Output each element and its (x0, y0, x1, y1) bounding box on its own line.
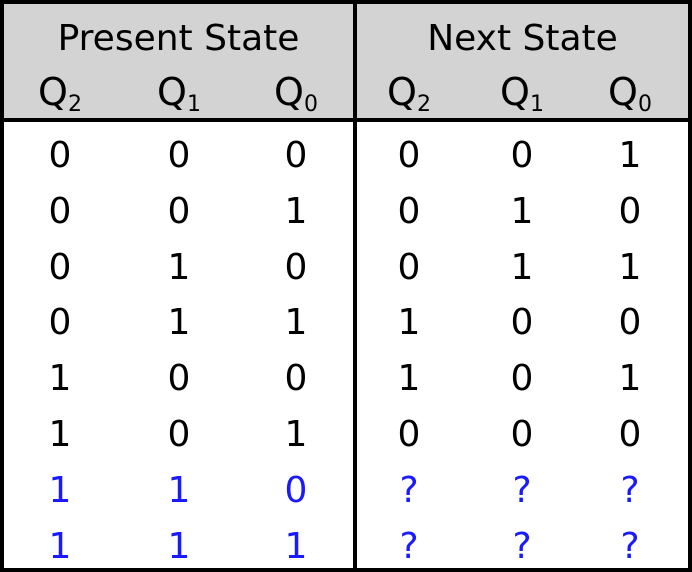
column-header-letter: Q (387, 70, 417, 114)
table-cell-present-q1: 0 (167, 358, 191, 399)
table-cell-next-q2: 0 (397, 135, 421, 176)
column-header-present-q1: Q1 (139, 70, 219, 117)
table-cell-next-q0: ? (620, 526, 640, 567)
table-cell-present-q2: 1 (48, 526, 72, 567)
table-cell-present-q1: 1 (167, 526, 191, 567)
column-header-letter: Q (608, 70, 638, 114)
table-cell-present-q1: 0 (167, 135, 191, 176)
column-header-letter: Q (38, 70, 68, 114)
column-header-letter: Q (274, 70, 304, 114)
table-cell-present-q0: 1 (284, 414, 308, 455)
table-cell-next-q0: 0 (618, 414, 642, 455)
table-cell-next-q1: 1 (510, 247, 534, 288)
table-cell-next-q1: ? (512, 470, 532, 511)
table-cell-present-q0: 1 (284, 526, 308, 567)
table-cell-present-q0: 1 (284, 302, 308, 343)
table-cell-present-q2: 0 (48, 191, 72, 232)
table-cell-present-q1: 1 (167, 302, 191, 343)
table-cell-present-q2: 1 (48, 358, 72, 399)
present-state-title: Present State (57, 18, 300, 59)
next-state-title: Next State (427, 18, 618, 59)
table-cell-next-q0: 1 (618, 358, 642, 399)
table-cell-next-q0: 1 (618, 135, 642, 176)
table-cell-present-q2: 0 (48, 247, 72, 288)
column-header-subscript: 1 (186, 92, 201, 117)
table-cell-present-q2: 0 (48, 302, 72, 343)
header-background (4, 4, 688, 118)
table-cell-next-q1: 0 (510, 135, 534, 176)
table-cell-present-q0: 0 (284, 135, 308, 176)
table-cell-present-q0: 0 (284, 470, 308, 511)
table-cell-next-q1: 0 (510, 414, 534, 455)
table-cell-next-q1: 1 (510, 191, 534, 232)
column-header-subscript: 1 (529, 92, 544, 117)
column-header-subscript: 2 (67, 92, 82, 117)
table-cell-next-q0: ? (620, 470, 640, 511)
table-cell-present-q0: 0 (284, 358, 308, 399)
table-cell-present-q1: 0 (167, 191, 191, 232)
table-cell-next-q2: 0 (397, 191, 421, 232)
table-cell-next-q2: 1 (397, 302, 421, 343)
table-cell-next-q1: ? (512, 526, 532, 567)
table-cell-present-q2: 1 (48, 470, 72, 511)
table-cell-next-q2: ? (399, 470, 419, 511)
table-cell-present-q0: 0 (284, 247, 308, 288)
column-header-subscript: 2 (416, 92, 431, 117)
table-cell-next-q1: 0 (510, 302, 534, 343)
table-cell-present-q2: 0 (48, 135, 72, 176)
table-cell-present-q1: 1 (167, 247, 191, 288)
column-header-letter: Q (157, 70, 187, 114)
table-cell-present-q0: 1 (284, 191, 308, 232)
column-header-present-q0: Q0 (256, 70, 336, 117)
table-cell-next-q2: 0 (397, 247, 421, 288)
table-cell-present-q1: 0 (167, 414, 191, 455)
table-cell-present-q2: 1 (48, 414, 72, 455)
header-divider (4, 118, 688, 122)
column-header-subscript: 0 (637, 92, 652, 117)
column-header-next-q1: Q1 (482, 70, 562, 117)
table-cell-next-q2: 0 (397, 414, 421, 455)
section-divider (353, 4, 357, 568)
column-header-next-q0: Q0 (590, 70, 670, 117)
table-cell-next-q1: 0 (510, 358, 534, 399)
table-cell-present-q1: 1 (167, 470, 191, 511)
table-cell-next-q2: 1 (397, 358, 421, 399)
column-header-present-q2: Q2 (20, 70, 100, 117)
column-header-next-q2: Q2 (369, 70, 449, 117)
column-header-letter: Q (500, 70, 530, 114)
table-cell-next-q2: ? (399, 526, 419, 567)
table-cell-next-q0: 0 (618, 302, 642, 343)
column-header-subscript: 0 (303, 92, 318, 117)
table-cell-next-q0: 1 (618, 247, 642, 288)
table-cell-next-q0: 0 (618, 191, 642, 232)
